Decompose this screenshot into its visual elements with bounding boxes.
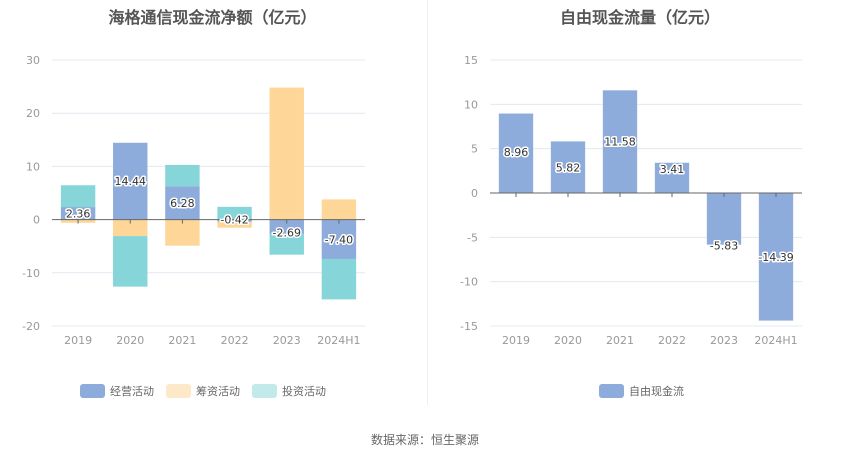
bar-investing xyxy=(269,233,304,255)
x-tick-label: 2024H1 xyxy=(317,334,360,347)
free-cash-flow-chart: 15 10 5 0 -5 -10 -15 2019 2020 2021 2022 2023 2024H1… xyxy=(460,54,802,347)
y-tick-label: -5 xyxy=(467,231,478,244)
x-tick-label: 2024H1 xyxy=(754,334,797,347)
x-tick-label: 2022 xyxy=(221,334,249,347)
bar-investing xyxy=(217,206,252,220)
legend-item-operating[interactable]: 经营活动 xyxy=(80,383,154,399)
bar-financing xyxy=(113,219,148,237)
x-tick-label: 2021 xyxy=(606,334,634,347)
legend-label-operating: 经营活动 xyxy=(110,385,154,398)
legend-swatch-financing xyxy=(166,384,191,398)
y-tick-label: 0 xyxy=(471,187,478,200)
free-cash-flow-legend: 自由现金流 xyxy=(599,383,684,399)
x-tick-label: 2023 xyxy=(273,334,301,347)
data-label: 11.58 xyxy=(604,136,636,149)
cash-flow-legend: 经营活动 筹资活动 投资活动 xyxy=(80,383,326,399)
legend-item-fcf[interactable]: 自由现金流 xyxy=(599,383,684,399)
y-tick-label: 10 xyxy=(464,98,478,111)
bar-fcf xyxy=(758,193,794,321)
data-label: 3.41 xyxy=(660,163,685,176)
legend-label-investing: 投资活动 xyxy=(282,385,326,398)
x-tick-label: 2020 xyxy=(554,334,582,347)
y-tick-label: -10 xyxy=(460,276,478,289)
bar-investing xyxy=(113,236,148,287)
bar-investing xyxy=(60,185,96,208)
bar-investing xyxy=(165,164,200,187)
cash-flow-chart: 30 20 10 0 -10 -20 2019 2020 2021 2022 2023 2024H1 2… xyxy=(22,54,365,347)
bar-financing xyxy=(217,221,252,228)
bar-operating xyxy=(269,219,304,234)
bar-operating xyxy=(113,142,148,220)
data-label: 8.96 xyxy=(504,146,529,159)
y-tick-label: 10 xyxy=(26,160,40,173)
y-tick-label: 30 xyxy=(26,54,40,67)
bar-fcf xyxy=(550,141,586,193)
data-label: -2.69 xyxy=(273,226,301,239)
x-tick-label: 2020 xyxy=(116,334,144,347)
data-source: 数据来源：恒生聚源 xyxy=(370,433,479,447)
bar-fcf xyxy=(498,113,534,193)
bar-operating xyxy=(165,186,200,220)
legend-label-financing: 筹资活动 xyxy=(196,385,240,398)
bar-financing xyxy=(269,87,304,220)
data-label: 6.28 xyxy=(170,197,195,210)
y-tick-label: 5 xyxy=(471,143,478,156)
y-tick-label: 0 xyxy=(33,214,40,227)
bar-fcf xyxy=(706,193,742,245)
y-tick-label: -20 xyxy=(22,320,40,333)
bar-fcf xyxy=(602,90,638,193)
bar-investing xyxy=(321,258,357,300)
data-label: -14.39 xyxy=(758,251,793,264)
chart-title-cash-flow: 海格通信现金流净额（亿元） xyxy=(108,8,317,27)
y-tick-label: 20 xyxy=(26,107,40,120)
x-tick-label: 2022 xyxy=(658,334,686,347)
bar-fcf xyxy=(654,162,690,193)
data-label: 5.82 xyxy=(556,161,581,174)
y-tick-label: 15 xyxy=(464,54,478,67)
legend-item-financing[interactable]: 筹资活动 xyxy=(166,383,240,399)
legend-swatch-investing xyxy=(252,384,277,398)
data-label: 14.44 xyxy=(115,175,147,188)
data-label: -5.83 xyxy=(710,239,738,252)
chart-divider xyxy=(427,0,428,405)
chart-title-free-cash-flow: 自由现金流量（亿元） xyxy=(559,8,720,27)
legend-label-fcf: 自由现金流 xyxy=(629,385,684,398)
bar-financing xyxy=(321,199,357,220)
x-tick-label: 2019 xyxy=(502,334,530,347)
data-label: 2.36 xyxy=(66,207,91,220)
bar-operating xyxy=(321,219,357,259)
legend-swatch-fcf xyxy=(599,384,624,398)
bar-operating xyxy=(60,207,96,220)
bar-financing xyxy=(165,219,200,246)
x-tick-label: 2023 xyxy=(710,334,738,347)
legend-item-investing[interactable]: 投资活动 xyxy=(252,383,326,399)
x-tick-label: 2021 xyxy=(168,334,196,347)
data-label: -7.40 xyxy=(325,233,353,246)
y-tick-label: -10 xyxy=(22,267,40,280)
y-tick-label: -15 xyxy=(460,320,478,333)
data-label: -0.42 xyxy=(220,214,248,227)
x-tick-label: 2019 xyxy=(64,334,92,347)
legend-swatch-operating xyxy=(80,384,105,398)
